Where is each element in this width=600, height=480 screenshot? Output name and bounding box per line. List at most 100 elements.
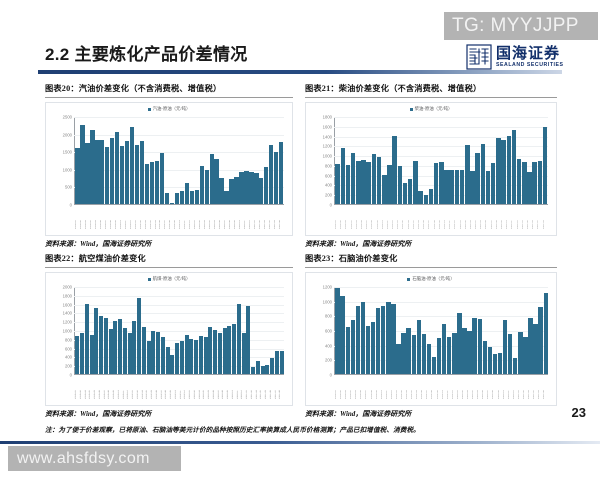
bar [139,141,145,204]
bar [146,340,151,374]
bar [518,331,523,374]
y-axis-tick-label: 200 [325,192,332,198]
bar [444,170,449,204]
bar [259,177,264,204]
bar [122,327,127,374]
bar [470,170,475,204]
exhibit-20-title: 图表20：汽油价差变化（不含消费税、增值税） [45,84,222,93]
bar [274,351,279,374]
bar [506,135,512,204]
bar [350,153,356,204]
exhibit-20-rule [45,97,293,98]
bar [260,366,265,374]
bar [465,145,470,204]
y-axis-tick-label: 1500 [62,149,72,155]
telegram-watermark: TG: MYYJJPP [444,12,598,40]
bar [144,163,150,204]
x-axis-tick-label: 2018-09 [376,220,379,229]
bar [407,178,413,204]
bar [436,337,442,374]
bar [204,169,209,204]
exhibit-20-source: 资料来源：Wind，国海证券研究所 [45,240,152,248]
legend-label: 柴油-原油（元/吨） [414,106,453,111]
y-axis-tick-label: 1200 [62,319,72,325]
bar [447,337,452,374]
y-axis-tick-label: 1000 [62,328,72,334]
bar [366,161,371,204]
exhibit-23: 图表23：石脑油价差变化 石脑油-原油（元/吨） 0 200 400 600 800 10… [305,252,557,419]
exhibit-22-plot: 0 200 400 600 800 1000 1200 1400 1600 1800 2000 201… [63,285,284,399]
bar [497,352,503,374]
bar [335,164,340,204]
gridline [74,295,284,297]
exhibit-21: 图表21：柴油价差变化（不含消费税、增值税） 柴油-原油（元/吨） 0 200 40… [305,82,557,249]
bar [169,203,175,204]
bar [462,327,467,374]
x-axis-tick-label: 2019-10 [441,390,444,399]
bar [528,318,533,374]
exhibit-22-legend: 航煤-原油（元/吨） [46,276,292,282]
y-axis-tick-label: 600 [65,346,72,352]
gridline [334,117,548,118]
x-axis-tick-label: 2019-04 [149,220,152,229]
y-axis-tick-label: 0 [329,202,332,208]
bar [80,124,85,204]
bar [255,360,260,374]
x-axis-tick-label: 2018-02 [79,390,82,399]
bar [397,165,403,204]
bar [386,301,391,374]
bar [241,332,246,374]
bar [251,366,256,374]
x-axis-tick-label: 2018-08 [370,390,373,399]
logo-text-en: SEALAND SECURITIES [496,61,564,68]
y-axis-tick-label: 2000 [62,284,72,290]
bar [224,190,229,204]
bar [279,350,284,374]
exhibit-23-rule [305,267,557,268]
y-axis-tick-label: 600 [325,173,332,179]
website-watermark: www.ahsfdsy.com [8,446,181,471]
bar [523,337,528,374]
header-divider [38,70,562,74]
exhibit-22-title: 图表22：航空煤油价差变化 [45,254,146,263]
bar [244,170,249,204]
exhibit-22-chart: 航煤-原油（元/吨） 0 200 400 600 800 1000 1200 1400 1600… [45,272,293,406]
bar [402,182,408,204]
x-axis-tick-label: 2021-04 [268,220,271,229]
gridline [334,287,548,288]
bar [219,177,224,204]
bar [175,343,180,374]
bar [527,171,532,204]
x-axis-tick-label: 2019-10 [174,390,177,399]
bar [485,170,491,204]
bar [90,129,95,204]
x-axis-tick-label: 2019-02 [139,220,142,229]
bar [222,327,227,374]
bar [174,192,179,204]
bar [411,334,416,374]
exhibit-20-plot: 0 500 1000 1500 2000 2500 2018-01 2018-02 2018-0… [63,115,284,229]
x-axis-tick-label: 2019-08 [431,390,434,399]
y-axis-tick-label: 1800 [322,114,332,120]
bar [392,136,397,204]
bar [75,147,80,204]
y-axis-tick-label: 200 [65,363,72,369]
y-axis-tick-label: 0 [69,202,72,208]
x-axis-tick-label: 2020-08 [492,390,495,399]
bar [137,298,142,374]
y-axis-tick-label: 200 [325,357,332,363]
bar [431,357,437,374]
bar [125,141,130,204]
gridline [74,339,284,341]
bar [487,347,493,374]
x-axis-tick-label: 2019-12 [454,220,457,229]
bar [401,333,406,374]
x-axis-tick-labels: 2018-01 2018-02 2018-03 2018-04 2018-05 2018-… [335,377,548,399]
bar [467,331,472,374]
x-axis-tick-label: 2019-09 [436,390,439,399]
bar [156,332,161,374]
bar [452,333,457,374]
bar [477,318,482,374]
y-axis-tick-label: 1000 [322,299,332,305]
bar [360,302,366,374]
